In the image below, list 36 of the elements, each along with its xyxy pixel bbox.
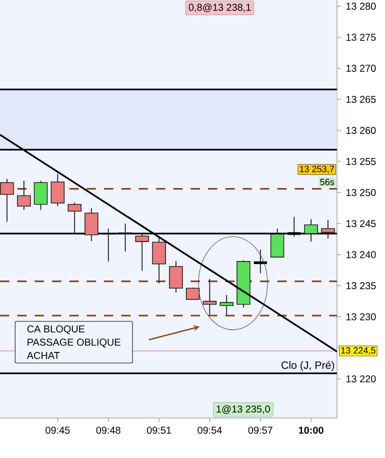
- candlestick: [186, 287, 200, 300]
- y-tick-label: 13 275: [346, 34, 376, 41]
- y-tick-label: 13 280: [346, 2, 376, 10]
- x-tick-label: 09:45: [46, 426, 70, 434]
- candlestick: [17, 180, 31, 210]
- y-tick-label: 13 220: [346, 375, 376, 382]
- y-tick-label: 13 240: [346, 251, 376, 258]
- annotation: PASSAGE OBLIQUE: [28, 338, 120, 348]
- annotation: ACHAT: [26, 352, 60, 360]
- x-tick-label: 09:48: [96, 426, 120, 434]
- y-tick-label: 13 250: [346, 189, 376, 196]
- ref-line-label: Clo (J, Pré): [282, 360, 334, 372]
- y-tick-label: 13 245: [346, 220, 376, 228]
- candlestick: [0, 178, 14, 222]
- annotation: 0,8@13 238,1: [188, 4, 251, 12]
- candlestick: [34, 180, 48, 210]
- y-tick-label: 13 235: [346, 282, 376, 290]
- annotation: 13 253,7: [300, 166, 334, 174]
- candlestick: [152, 237, 166, 284]
- candlestick: [169, 260, 183, 293]
- annotation: 56s: [320, 178, 334, 186]
- candlestick: [50, 174, 65, 207]
- y-tick-label: 13 255: [346, 158, 376, 166]
- annotation: 1@13 235,0: [216, 405, 270, 414]
- candlestick: [220, 294, 234, 316]
- annotation: CA BLOQUE: [27, 325, 85, 334]
- x-tick-label: 10:00: [298, 426, 324, 434]
- x-tick-label: 09:51: [146, 426, 172, 434]
- y-tick-label: 13 230: [346, 313, 376, 320]
- x-tick-label: 09:57: [248, 426, 272, 434]
- x-tick-label: 09:54: [198, 426, 222, 434]
- y-tick-label: 13 260: [346, 126, 376, 134]
- y-tick-label: 13 270: [346, 64, 376, 72]
- y-tick-label: 13 265: [346, 96, 376, 103]
- candlestick: [202, 278, 217, 316]
- ref-line-label: 13 224,5: [341, 347, 376, 355]
